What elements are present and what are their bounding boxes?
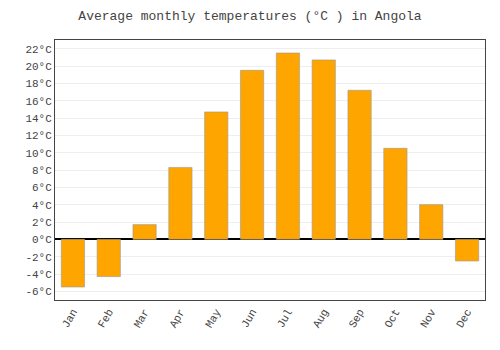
svg-text:Jul: Jul — [275, 307, 295, 330]
svg-text:14°C: 14°C — [25, 113, 52, 125]
svg-text:Aug: Aug — [311, 307, 331, 330]
svg-text:6°C: 6°C — [32, 182, 52, 194]
svg-text:Feb: Feb — [96, 307, 116, 330]
svg-text:Apr: Apr — [167, 307, 187, 330]
svg-text:-6°C: -6°C — [25, 286, 52, 298]
svg-text:Sep: Sep — [347, 307, 367, 330]
svg-text:Oct: Oct — [382, 307, 402, 330]
svg-text:Mar: Mar — [132, 307, 152, 330]
svg-text:Jan: Jan — [60, 307, 80, 330]
svg-text:20°C: 20°C — [25, 61, 52, 73]
svg-text:4°C: 4°C — [32, 200, 52, 212]
svg-text:0°C: 0°C — [32, 234, 52, 246]
svg-text:Nov: Nov — [418, 307, 438, 330]
svg-text:12°C: 12°C — [25, 130, 52, 142]
svg-text:16°C: 16°C — [25, 96, 52, 108]
svg-text:8°C: 8°C — [32, 165, 52, 177]
svg-text:22°C: 22°C — [25, 44, 52, 56]
svg-text:Dec: Dec — [454, 307, 474, 330]
svg-text:18°C: 18°C — [25, 78, 52, 90]
svg-text:10°C: 10°C — [25, 148, 52, 160]
svg-text:2°C: 2°C — [32, 217, 52, 229]
svg-text:May: May — [203, 307, 223, 330]
svg-text:Jun: Jun — [239, 307, 259, 330]
svg-text:-2°C: -2°C — [25, 252, 52, 264]
svg-text:-4°C: -4°C — [25, 269, 52, 281]
svg-text:Average monthly temperatures (: Average monthly temperatures (°C ) in An… — [78, 9, 421, 24]
